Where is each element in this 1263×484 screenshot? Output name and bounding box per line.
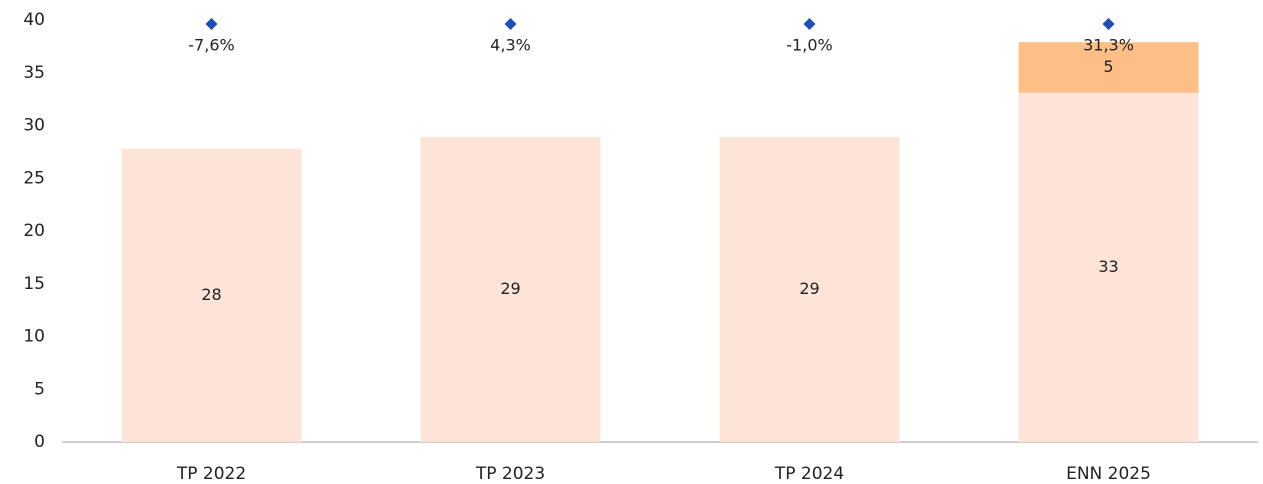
x-tick-label: TP 2023 [475, 464, 545, 484]
y-tick-label: 0 [34, 432, 45, 452]
bar-segment [1018, 42, 1199, 93]
data-label: 29 [500, 279, 520, 298]
data-label: 29 [799, 279, 819, 298]
x-tick-label: ENN 2025 [1066, 464, 1151, 484]
x-tick-label: TP 2022 [176, 464, 246, 484]
bar-segment [121, 148, 302, 442]
y-tick-label: 5 [34, 379, 45, 399]
growth-marker [205, 18, 218, 30]
bar-segment [1018, 92, 1199, 443]
y-tick-label: 35 [23, 63, 45, 83]
y-tick-label: 40 [23, 10, 45, 30]
y-tick-label: 30 [23, 116, 45, 136]
data-label: 5 [1103, 57, 1113, 76]
y-tick-label: 10 [23, 327, 45, 347]
y-tick-label: 25 [23, 168, 45, 188]
data-label: 33 [1098, 257, 1118, 276]
x-tick-label: TP 2024 [774, 464, 844, 484]
growth-label: 31,3% [1083, 36, 1134, 55]
growth-label: -7,6% [188, 36, 234, 55]
y-tick-label: 20 [23, 221, 45, 241]
y-tick-label: 15 [23, 274, 45, 294]
growth-marker [803, 18, 816, 30]
data-label: 28 [201, 285, 221, 304]
growth-marker [504, 18, 517, 30]
growth-label: 4,3% [490, 36, 531, 55]
growth-label: -1,0% [786, 36, 832, 55]
bar-segment [420, 137, 601, 443]
bar-segment [719, 137, 900, 443]
growth-marker [1102, 18, 1115, 30]
